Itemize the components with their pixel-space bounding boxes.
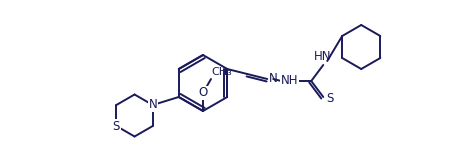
Text: N: N — [269, 73, 277, 86]
Text: S: S — [325, 92, 333, 105]
Text: HN: HN — [313, 50, 330, 63]
Text: CH₃: CH₃ — [211, 67, 231, 77]
Text: S: S — [112, 119, 120, 133]
Text: N: N — [148, 98, 157, 111]
Text: O: O — [198, 87, 207, 99]
Text: NH: NH — [280, 74, 297, 88]
